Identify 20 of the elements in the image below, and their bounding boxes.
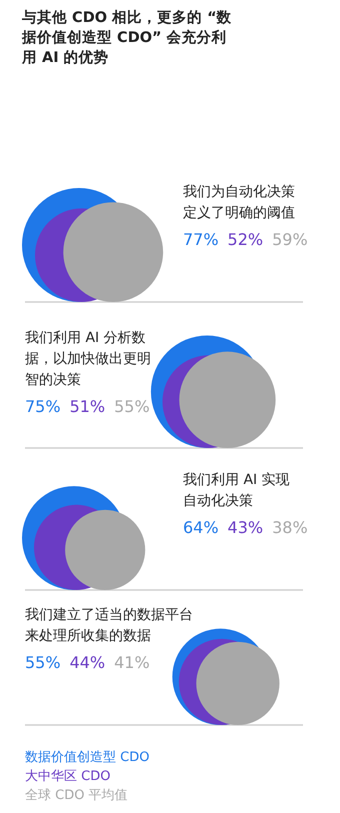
text: 与其他 CDO 相比，更多的 “数据价值创造型 CDO” 会充分利用 AI 的优势	[22, 8, 233, 68]
category-label: 我们利用 AI 分析数据，以加快做出更明智的决策	[25, 329, 152, 390]
data-label: 59%	[272, 230, 308, 249]
data-label: 75%	[25, 397, 61, 416]
data-label: 52%	[228, 230, 264, 249]
data-label: 44%	[70, 653, 106, 672]
data-label: 51%	[70, 397, 106, 416]
data-label: 64%	[183, 518, 219, 537]
legend-label: 全球 CDO 平均值	[25, 787, 128, 804]
data-label: 55%	[25, 653, 61, 672]
category-label: 我们利用 AI 实现自动化决策	[183, 471, 291, 511]
legend-label: 数据价值创造型 CDO	[25, 749, 150, 766]
data-label: 41%	[114, 653, 150, 672]
data-label: 38%	[272, 518, 308, 537]
data-label: 55%	[114, 397, 150, 416]
data-label: 43%	[228, 518, 264, 537]
category-label: 我们建立了适当的数据平台来处理所收集的数据	[25, 606, 194, 646]
data-label: 77%	[183, 230, 219, 249]
category-label: 我们为自动化决策定义了明确的阈值	[183, 183, 296, 223]
legend-label: 大中华区 CDO	[25, 768, 110, 785]
